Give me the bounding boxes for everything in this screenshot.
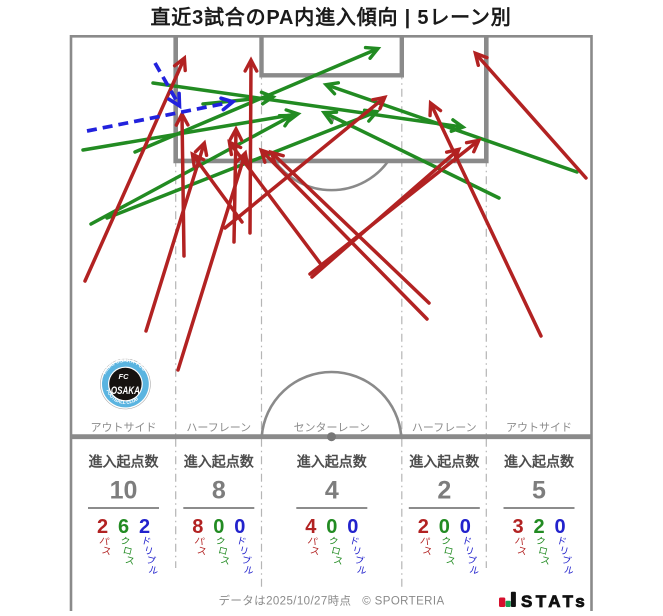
svg-text:ス: ス — [421, 545, 433, 558]
svg-text:リ: リ — [351, 545, 363, 558]
svg-text:6: 6 — [118, 516, 129, 538]
svg-text:進入起点数: 進入起点数 — [184, 454, 255, 470]
svg-text:ス: ス — [124, 555, 136, 568]
svg-text:ス: ス — [196, 545, 208, 558]
svg-text:ド: ド — [235, 535, 247, 548]
svg-text:2: 2 — [533, 516, 544, 538]
svg-text:アウトサイド: アウトサイド — [506, 421, 572, 434]
svg-text:2: 2 — [139, 516, 150, 538]
svg-text:リ: リ — [238, 545, 250, 558]
svg-text:ハーフレーン: ハーフレーン — [186, 422, 251, 434]
svg-text:5: 5 — [532, 477, 546, 505]
svg-text:ブ: ブ — [560, 554, 573, 568]
svg-text:0: 0 — [234, 516, 245, 538]
svg-text:OSAKA: OSAKA — [111, 385, 140, 397]
svg-text:ブ: ブ — [353, 554, 366, 568]
svg-text:0: 0 — [439, 516, 450, 538]
svg-text:ス: ス — [332, 555, 344, 568]
svg-text:パ: パ — [514, 535, 526, 548]
svg-text:ブ: ブ — [240, 554, 253, 568]
svg-text:直近3試合のPA内進入傾向 | 5レーン別: 直近3試合のPA内進入傾向 | 5レーン別 — [150, 5, 511, 29]
svg-text:ク: ク — [327, 535, 339, 548]
svg-text:ロ: ロ — [122, 545, 134, 558]
svg-text:4: 4 — [325, 477, 339, 505]
svg-text:リ: リ — [463, 545, 475, 558]
svg-text:進入起点数: 進入起点数 — [89, 454, 160, 470]
svg-text:進入起点数: 進入起点数 — [504, 454, 575, 470]
svg-text:パ: パ — [419, 535, 431, 548]
svg-text:2: 2 — [97, 516, 108, 538]
svg-text:FC: FC — [119, 372, 130, 381]
svg-text:ル: ル — [356, 564, 368, 577]
svg-text:ド: ド — [348, 535, 360, 548]
svg-text:進入起点数: 進入起点数 — [409, 454, 480, 470]
svg-text:ド: ド — [140, 535, 152, 548]
svg-text:ド: ド — [461, 535, 473, 548]
svg-text:2: 2 — [437, 477, 451, 505]
svg-text:0: 0 — [213, 516, 224, 538]
svg-text:ロ: ロ — [442, 545, 454, 558]
svg-text:ロ: ロ — [330, 545, 342, 558]
svg-text:データは2025/10/27時点 © SPORTERIA: データは2025/10/27時点 © SPORTERIA — [218, 594, 444, 608]
svg-text:ク: ク — [214, 535, 226, 548]
svg-text:ス: ス — [219, 555, 231, 568]
svg-text:ハーフレーン: ハーフレーン — [412, 422, 477, 434]
svg-text:パ: パ — [98, 535, 110, 548]
svg-text:2: 2 — [418, 516, 429, 538]
svg-text:リ: リ — [143, 545, 155, 558]
svg-text:4: 4 — [305, 516, 317, 538]
svg-text:ブ: ブ — [145, 554, 158, 568]
svg-text:8: 8 — [212, 477, 226, 505]
svg-text:進入起点数: 進入起点数 — [297, 454, 368, 470]
svg-text:センターレーン: センターレーン — [294, 421, 370, 434]
svg-text:8: 8 — [192, 516, 203, 538]
svg-text:パ: パ — [193, 535, 205, 548]
svg-text:ル: ル — [563, 564, 575, 577]
svg-text:リ: リ — [558, 545, 570, 558]
svg-text:ロ: ロ — [537, 545, 549, 558]
svg-text:ス: ス — [101, 545, 113, 558]
svg-text:3: 3 — [512, 516, 523, 538]
svg-text:ル: ル — [468, 564, 480, 577]
svg-text:ク: ク — [440, 535, 452, 548]
svg-text:ク: ク — [119, 535, 131, 548]
svg-text:ブ: ブ — [466, 554, 479, 568]
svg-text:ス: ス — [516, 545, 528, 558]
svg-text:0: 0 — [326, 516, 337, 538]
svg-text:パ: パ — [306, 535, 318, 548]
svg-text:0: 0 — [347, 516, 358, 538]
svg-text:ク: ク — [535, 535, 547, 548]
svg-text:ル: ル — [243, 564, 255, 577]
svg-text:10: 10 — [110, 477, 138, 505]
svg-text:アウトサイド: アウトサイド — [91, 421, 157, 434]
svg-text:ス: ス — [445, 555, 457, 568]
svg-text:ル: ル — [147, 564, 159, 577]
svg-text:ド: ド — [556, 535, 568, 548]
svg-text:0: 0 — [554, 516, 565, 538]
svg-text:ス: ス — [309, 545, 321, 558]
svg-text:ロ: ロ — [217, 545, 229, 558]
svg-text:ス: ス — [539, 555, 551, 568]
svg-text:0: 0 — [460, 516, 471, 538]
svg-text:STATs: STATs — [521, 592, 588, 611]
